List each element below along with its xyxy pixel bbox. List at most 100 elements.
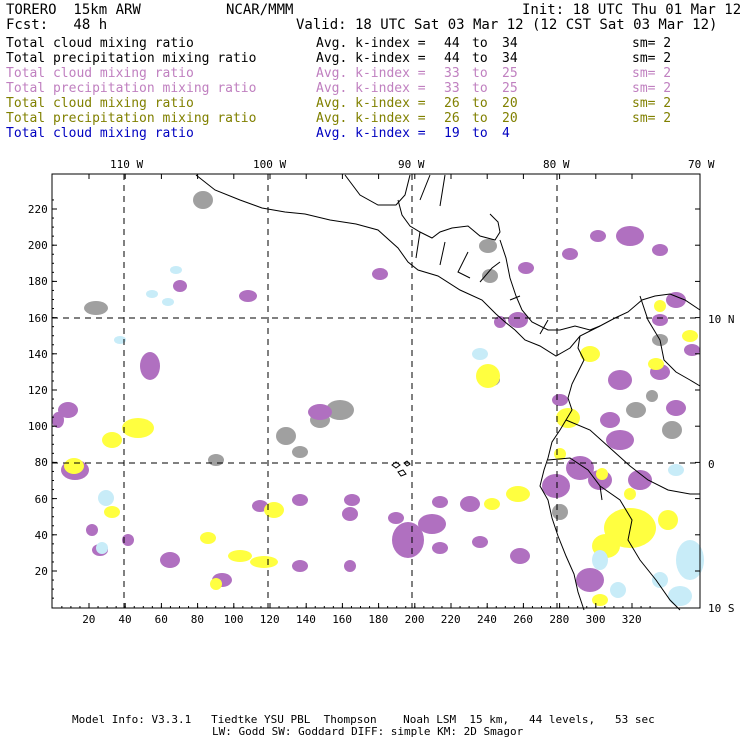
legend-kindex: Avg. k-index = xyxy=(316,126,426,141)
x-tick-label: 280 xyxy=(549,613,570,626)
yucatan-coast xyxy=(344,174,411,206)
legend-from: 19 xyxy=(444,126,460,141)
yellow-shading-blob xyxy=(476,364,500,388)
legend-sm: sm= 2 xyxy=(632,51,672,66)
yellow-shading-blob xyxy=(64,458,84,474)
legend-to-word: to xyxy=(472,66,488,81)
legend-field: Total cloud mixing ratio xyxy=(6,36,194,51)
legend-sm: sm= 2 xyxy=(632,111,672,126)
purple-shading-blob xyxy=(566,456,594,480)
legend-field: Total precipitation mixing ratio xyxy=(6,81,257,96)
purple-shading-blob xyxy=(308,404,332,420)
lightblue-shading-blob xyxy=(592,550,608,570)
legend-sm: sm= 2 xyxy=(632,96,672,111)
y-tick-label: 180 xyxy=(27,275,48,289)
lightblue-shading-blob xyxy=(472,348,488,360)
purple-shading-blob xyxy=(510,548,530,564)
caribbean-coast xyxy=(397,199,601,331)
legend-from: 33 xyxy=(444,81,460,96)
legend-from: 26 xyxy=(444,111,460,126)
x-tick-label: 40 xyxy=(118,613,132,626)
ticks-layer xyxy=(52,174,700,608)
x-tick-label: 180 xyxy=(368,613,389,626)
yellow-shading-blob xyxy=(648,358,664,370)
lightblue-shading-blob xyxy=(652,572,668,588)
legend-field: Total precipitation mixing ratio xyxy=(6,51,257,66)
legend-kindex: Avg. k-index = xyxy=(316,51,426,66)
x-tick-label: 320 xyxy=(621,613,642,626)
purple-shading-blob xyxy=(372,268,388,280)
yellow-shading-blob xyxy=(122,418,154,438)
gray-shading-blob xyxy=(552,504,568,520)
purple-shading-blob xyxy=(576,568,604,592)
purple-shading-blob xyxy=(342,507,358,521)
purple-shading-blob xyxy=(160,552,180,568)
x-tick-label: 220 xyxy=(440,613,461,626)
coastline-layer xyxy=(195,174,701,611)
central-america-coast xyxy=(195,174,701,357)
legend-to: 20 xyxy=(502,96,518,111)
lon-label-70w: 70 W xyxy=(688,158,715,171)
legend-to-word: to xyxy=(472,96,488,111)
legend-kindex: Avg. k-index = xyxy=(316,111,426,126)
purple-shading-blob xyxy=(666,292,686,308)
purple-shading-blob xyxy=(508,312,528,328)
lightblue-shading-blob xyxy=(668,586,692,606)
legend-field: Total cloud mixing ratio xyxy=(6,126,194,141)
x-tick-label: 20 xyxy=(82,613,96,626)
andean-borders xyxy=(547,295,701,611)
gray-shading-blob xyxy=(84,301,108,315)
purple-shading-blob xyxy=(460,496,480,512)
purple-shading-blob xyxy=(666,400,686,416)
legend-kindex: Avg. k-index = xyxy=(316,36,426,51)
purple-shading-blob xyxy=(432,542,448,554)
valid-time: Valid: 18 UTC Sat 03 Mar 12 (12 CST Sat … xyxy=(296,17,718,33)
y-tick-label: 120 xyxy=(27,384,48,397)
yellow-shading-blob xyxy=(250,556,278,568)
legend-to: 34 xyxy=(502,36,518,51)
model-info: Model Info: V3.3.1 Tiedtke YSU PBL Thomp… xyxy=(72,713,655,726)
lat-label-10s: 10 S xyxy=(708,602,735,615)
y-tick-label: 200 xyxy=(27,239,48,253)
purple-shading-blob xyxy=(173,280,187,292)
purple-shading-blob xyxy=(472,536,488,548)
yellow-shading-blob xyxy=(104,506,120,518)
legend-sm: sm= 2 xyxy=(632,81,672,96)
purple-shading-blob xyxy=(628,470,652,490)
gray-shading-blob xyxy=(193,191,213,209)
physics-info: LW: Godd SW: Goddard DIFF: simple KM: 2D… xyxy=(212,725,524,738)
y-tick-label: 100 xyxy=(27,420,48,434)
legend-to-word: to xyxy=(472,36,488,51)
legend-field: Total precipitation mixing ratio xyxy=(6,111,257,126)
legend-to: 25 xyxy=(502,81,518,96)
x-tick-label: 240 xyxy=(477,613,497,626)
legend-to-word: to xyxy=(472,126,488,141)
gray-shading-blob xyxy=(479,239,497,253)
y-tick-label: 20 xyxy=(34,565,48,578)
purple-shading-blob xyxy=(140,352,160,380)
legend-field: Total cloud mixing ratio xyxy=(6,66,194,81)
yellow-shading-blob xyxy=(102,432,122,448)
yellow-shading-blob xyxy=(228,550,252,562)
lightblue-shading-blob xyxy=(96,542,108,554)
precip-shading-layer xyxy=(52,191,704,606)
purple-shading-blob xyxy=(432,496,448,508)
south-america-coast xyxy=(539,335,585,611)
purple-shading-blob xyxy=(58,402,78,418)
legend-to: 25 xyxy=(502,66,518,81)
purple-shading-blob xyxy=(344,494,360,506)
purple-shading-blob xyxy=(252,500,268,512)
x-tick-label: 160 xyxy=(332,613,353,626)
purple-shading-blob xyxy=(562,248,578,260)
purple-shading-blob xyxy=(608,370,632,390)
purple-shading-blob xyxy=(616,226,644,246)
purple-shading-blob xyxy=(344,560,356,572)
yellow-shading-blob xyxy=(200,532,216,544)
legend-from: 33 xyxy=(444,66,460,81)
gray-shading-blob xyxy=(662,421,682,439)
purple-shading-blob xyxy=(552,394,568,406)
purple-shading-blob xyxy=(590,230,606,242)
legend-from: 26 xyxy=(444,96,460,111)
purple-shading-blob xyxy=(86,524,98,536)
lightblue-shading-blob xyxy=(668,464,684,476)
